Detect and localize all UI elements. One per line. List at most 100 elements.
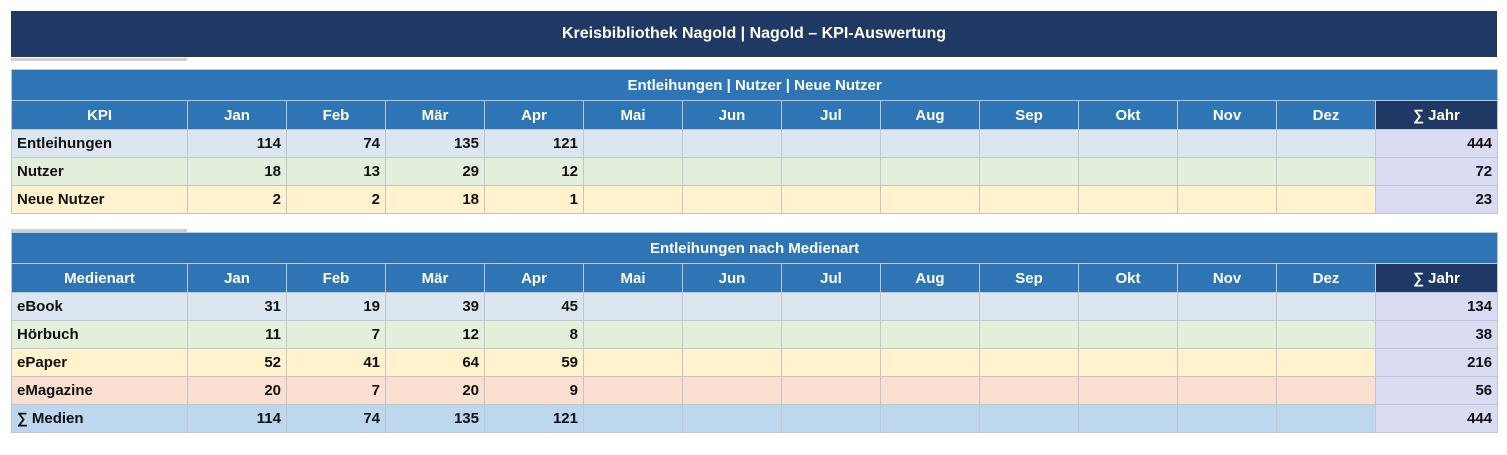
year-sum-cell: 23 xyxy=(1374,185,1499,214)
month-value-cell: 114 xyxy=(187,129,287,158)
month-header: Jan xyxy=(187,263,287,293)
month-value-cell: 74 xyxy=(286,404,386,433)
month-value-cell xyxy=(781,348,881,377)
month-value-cell xyxy=(979,185,1079,214)
row-label: ∑ Medien xyxy=(11,404,188,433)
month-value-cell: 52 xyxy=(187,348,287,377)
month-header: Sep xyxy=(979,263,1079,293)
month-header: Jun xyxy=(682,100,782,130)
media-section-title: Entleihungen nach Medienart xyxy=(10,232,1499,264)
month-value-cell xyxy=(979,320,1079,349)
month-value-cell: 7 xyxy=(286,376,386,405)
month-value-cell xyxy=(781,404,881,433)
month-value-cell: 7 xyxy=(286,320,386,349)
month-value-cell xyxy=(1276,320,1376,349)
month-header: Jul xyxy=(781,100,881,130)
month-value-cell: 9 xyxy=(484,376,584,405)
month-value-cell xyxy=(682,348,782,377)
month-value-cell xyxy=(979,292,1079,321)
month-value-cell xyxy=(979,157,1079,186)
month-header: Mai xyxy=(583,263,683,293)
month-value-cell xyxy=(880,292,980,321)
month-value-cell: 8 xyxy=(484,320,584,349)
month-value-cell: 135 xyxy=(385,129,485,158)
table-row: ∑ Medien 114 74 135 121 444 xyxy=(11,404,1499,433)
month-value-cell xyxy=(880,348,980,377)
month-value-cell: 2 xyxy=(286,185,386,214)
month-value-cell xyxy=(1078,292,1178,321)
month-value-cell xyxy=(1276,292,1376,321)
month-value-cell: 20 xyxy=(385,376,485,405)
month-value-cell xyxy=(583,129,683,158)
month-value-cell xyxy=(583,157,683,186)
month-header: Jul xyxy=(781,263,881,293)
month-value-cell xyxy=(583,404,683,433)
row-label: Entleihungen xyxy=(11,129,188,158)
month-value-cell: 114 xyxy=(187,404,287,433)
month-value-cell xyxy=(1177,376,1277,405)
month-header: Nov xyxy=(1177,263,1277,293)
month-value-cell: 39 xyxy=(385,292,485,321)
month-value-cell xyxy=(781,129,881,158)
month-value-cell xyxy=(682,157,782,186)
month-value-cell xyxy=(781,292,881,321)
table-row: Entleihungen 114 74 135 121 444 xyxy=(11,129,1499,158)
month-value-cell xyxy=(880,320,980,349)
month-value-cell xyxy=(1078,157,1178,186)
month-value-cell xyxy=(880,157,980,186)
section-divider xyxy=(11,229,187,232)
year-sum-cell: 216 xyxy=(1374,348,1499,377)
month-value-cell xyxy=(1177,348,1277,377)
month-value-cell: 59 xyxy=(484,348,584,377)
month-value-cell xyxy=(682,320,782,349)
month-header: Dez xyxy=(1276,263,1376,293)
month-value-cell xyxy=(979,404,1079,433)
month-value-cell xyxy=(1177,292,1277,321)
month-value-cell: 18 xyxy=(385,185,485,214)
month-value-cell xyxy=(1078,404,1178,433)
month-value-cell xyxy=(781,320,881,349)
month-header: Mär xyxy=(385,263,485,293)
kpi-column-header: KPI xyxy=(11,100,188,130)
month-value-cell xyxy=(1276,157,1376,186)
row-label: eMagazine xyxy=(11,376,188,405)
month-value-cell xyxy=(1177,404,1277,433)
media-column-header: Medienart xyxy=(11,263,188,293)
month-value-cell xyxy=(1078,185,1178,214)
month-value-cell xyxy=(1177,185,1277,214)
month-header: Feb xyxy=(286,263,386,293)
month-header: Sep xyxy=(979,100,1079,130)
table-row: ePaper 52 41 64 59 216 xyxy=(11,348,1499,377)
month-value-cell: 20 xyxy=(187,376,287,405)
month-header: Aug xyxy=(880,100,980,130)
month-value-cell: 13 xyxy=(286,157,386,186)
month-value-cell: 12 xyxy=(385,320,485,349)
year-sum-cell: 56 xyxy=(1374,376,1499,405)
row-label: eBook xyxy=(11,292,188,321)
month-value-cell xyxy=(880,185,980,214)
kpi-table: Entleihungen | Nutzer | Neue Nutzer KPI … xyxy=(10,69,1499,214)
month-value-cell xyxy=(1078,129,1178,158)
month-value-cell xyxy=(1276,185,1376,214)
month-value-cell xyxy=(979,348,1079,377)
month-value-cell xyxy=(682,404,782,433)
month-value-cell xyxy=(880,129,980,158)
month-value-cell: 12 xyxy=(484,157,584,186)
year-sum-cell: 38 xyxy=(1374,320,1499,349)
month-value-cell xyxy=(583,376,683,405)
month-header: Feb xyxy=(286,100,386,130)
table-row: Neue Nutzer 2 2 18 1 23 xyxy=(11,185,1499,214)
table-row: Nutzer 18 13 29 12 72 xyxy=(11,157,1499,186)
month-value-cell xyxy=(1078,376,1178,405)
month-header: Mai xyxy=(583,100,683,130)
year-sum-header: ∑ Jahr xyxy=(1374,100,1499,130)
month-header: Okt xyxy=(1078,263,1178,293)
month-header: Dez xyxy=(1276,100,1376,130)
month-header: Jun xyxy=(682,263,782,293)
month-value-cell xyxy=(583,320,683,349)
month-value-cell: 19 xyxy=(286,292,386,321)
row-label: Hörbuch xyxy=(11,320,188,349)
month-value-cell: 1 xyxy=(484,185,584,214)
year-sum-cell: 444 xyxy=(1374,404,1499,433)
year-sum-header: ∑ Jahr xyxy=(1374,263,1499,293)
